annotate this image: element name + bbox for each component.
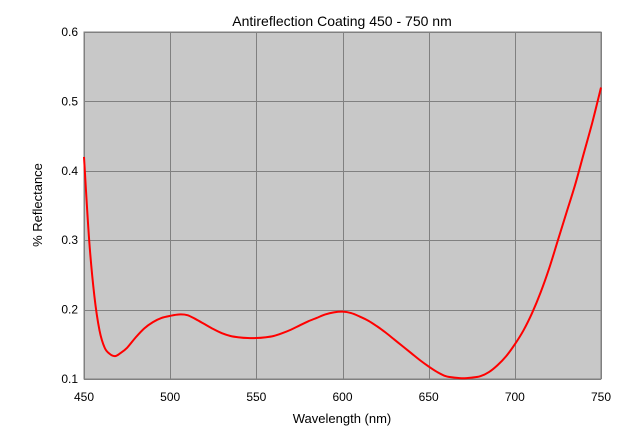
reflectance-series-line (83, 87, 602, 380)
x-tick-label: 550 (246, 390, 266, 404)
y-tick-label: 0.2 (61, 303, 78, 317)
y-tick-label: 0.3 (61, 233, 78, 247)
x-tick-label: 650 (419, 390, 439, 404)
y-tick-label: 0.5 (61, 94, 78, 108)
plot-area (83, 31, 602, 380)
y-tick-label: 0.6 (61, 25, 78, 39)
x-tick-label: 700 (505, 390, 525, 404)
x-axis-title: Wavelength (nm) (293, 411, 392, 426)
y-tick-labels: 0.1 0.2 0.3 0.4 0.5 0.6 (61, 25, 78, 386)
y-axis-title: % Reflectance (30, 163, 45, 247)
y-tick-label: 0.4 (61, 164, 78, 178)
x-tick-labels: 450 500 550 600 650 700 750 (74, 390, 611, 404)
x-tick-label: 500 (160, 390, 180, 404)
x-tick-label: 750 (591, 390, 611, 404)
x-tick-label: 600 (332, 390, 352, 404)
x-tick-label: 450 (74, 390, 94, 404)
grid-lines (84, 32, 602, 380)
chart-title: Antireflection Coating 450 - 750 nm (232, 13, 451, 29)
y-tick-label: 0.1 (61, 372, 78, 386)
series-layer (83, 87, 602, 380)
